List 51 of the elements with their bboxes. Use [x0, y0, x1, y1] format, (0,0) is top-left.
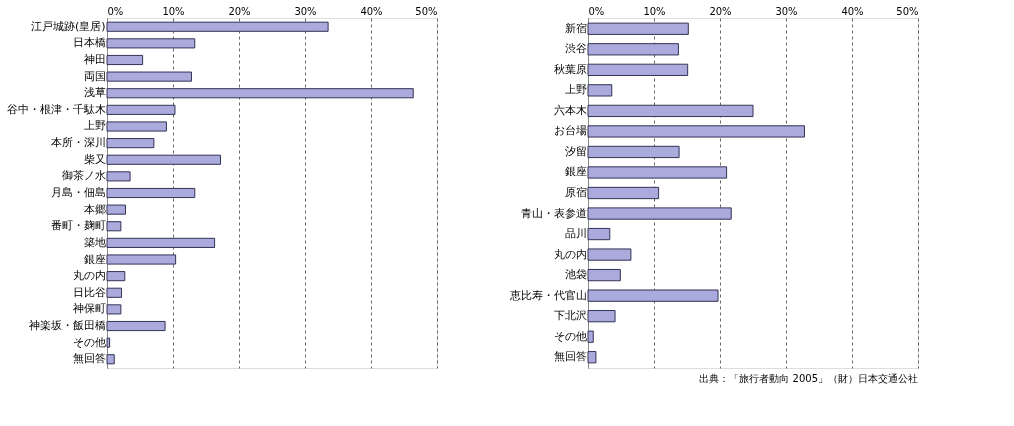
y-tick-label: 渋谷	[564, 42, 587, 56]
y-tick-label: 両国	[83, 69, 106, 83]
y-tick-label: 神保町	[72, 302, 106, 316]
y-tick-label: 本所・深川	[50, 136, 106, 150]
y-tick-label: 丸の内	[553, 247, 587, 261]
x-tick-label: 20%	[228, 5, 251, 17]
y-tick-label: 上野	[564, 83, 587, 97]
y-tick-label: 神田	[83, 52, 106, 66]
x-tick-label: 30%	[294, 5, 317, 17]
y-tick-label: 日本橋	[72, 36, 106, 50]
y-tick-label: 銀座	[564, 165, 587, 179]
y-tick-label: 汐留	[564, 144, 587, 158]
y-tick-label: 丸の内	[72, 269, 106, 283]
y-tick-label: 品川	[564, 227, 587, 241]
y-tick-label: 御茶ノ水	[61, 169, 106, 183]
y-tick-label: 池袋	[564, 268, 587, 282]
x-tick-label: 50%	[896, 5, 919, 17]
y-tick-label: 江戸城跡(皇居)	[30, 19, 106, 33]
x-tick-label: 10%	[643, 5, 666, 17]
y-tick-label: 青山・表参道	[520, 206, 587, 220]
y-tick-label: 柴又	[83, 152, 106, 166]
y-tick-label: 六本木	[553, 103, 587, 117]
y-tick-label: お台場	[553, 124, 587, 138]
y-tick-label: 番町・麹町	[50, 219, 106, 233]
y-tick-label: 本郷	[83, 202, 106, 216]
y-tick-label: 秋葉原	[553, 62, 587, 76]
source-note: 出典：「旅行者動向 2005」（財）日本交通公社	[699, 373, 918, 384]
x-tick-label: 0%	[107, 5, 124, 17]
x-tick-label: 40%	[841, 5, 864, 17]
y-tick-label: 谷中・根津・千駄木	[6, 102, 106, 116]
y-tick-label: 下北沢	[553, 309, 587, 323]
y-tick-label: 新宿	[564, 21, 587, 35]
x-tick-label: 10%	[162, 5, 185, 17]
y-tick-label: 日比谷	[72, 285, 106, 299]
y-tick-label: 上野	[83, 119, 106, 133]
y-tick-label: 無回答	[72, 352, 106, 366]
y-tick-label: 無回答	[553, 350, 587, 364]
y-tick-label: その他	[553, 329, 587, 343]
y-tick-label: 月島・佃島	[50, 186, 106, 199]
y-tick-label: 原宿	[564, 186, 587, 199]
x-tick-label: 0%	[588, 5, 605, 17]
x-tick-label: 50%	[415, 5, 438, 17]
y-tick-label: 築地	[83, 235, 106, 249]
x-tick-label: 20%	[709, 5, 732, 17]
x-tick-label: 40%	[360, 5, 383, 17]
y-tick-label: 浅草	[83, 86, 106, 100]
y-tick-label: その他	[72, 335, 106, 349]
y-tick-label: 神楽坂・飯田橋	[28, 319, 106, 333]
x-tick-label: 30%	[775, 5, 798, 17]
y-tick-label: 銀座	[83, 252, 106, 266]
y-tick-label: 恵比寿・代官山	[508, 288, 587, 302]
